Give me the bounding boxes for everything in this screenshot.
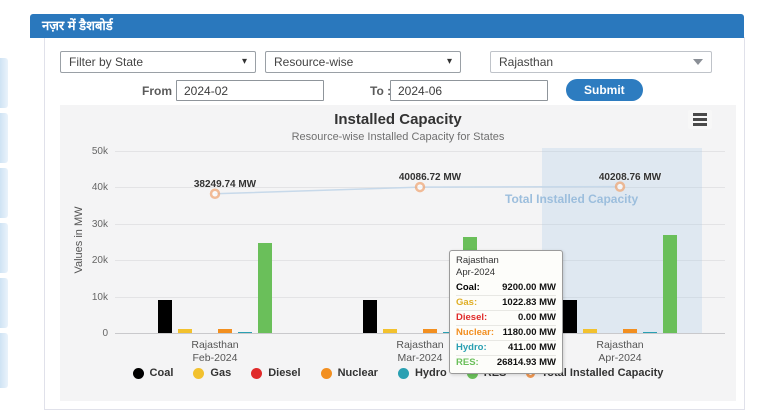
total-point-label: 38249.74 MW bbox=[194, 179, 256, 190]
legend-label: Coal bbox=[150, 367, 174, 379]
legend-marker-icon bbox=[467, 368, 478, 379]
total-series-label: Total Installed Capacity bbox=[505, 192, 638, 206]
resource-filter-value: Resource-wise bbox=[274, 52, 353, 72]
legend-label: Diesel bbox=[268, 367, 300, 379]
sidebar-item-partial[interactable] bbox=[0, 113, 8, 163]
selected-state-value: Rajasthan bbox=[499, 52, 553, 72]
sidebar-item-partial[interactable] bbox=[0, 278, 8, 328]
legend-item-diesel[interactable]: Diesel bbox=[251, 367, 300, 379]
sidebar-item-partial[interactable] bbox=[0, 333, 8, 388]
from-date-input[interactable] bbox=[176, 80, 324, 101]
legend-marker-icon bbox=[133, 368, 144, 379]
legend-item-coal[interactable]: Coal bbox=[133, 367, 174, 379]
legend-item-total-installed-capacity[interactable]: Total Installed Capacity bbox=[526, 367, 663, 379]
total-capacity-point[interactable] bbox=[616, 183, 624, 191]
total-capacity-point[interactable] bbox=[211, 190, 219, 198]
legend-label: Total Installed Capacity bbox=[541, 367, 663, 379]
legend-ring-icon bbox=[526, 369, 535, 378]
legend-marker-icon bbox=[398, 368, 409, 379]
sidebar-item-partial[interactable] bbox=[0, 58, 8, 108]
submit-button[interactable]: Submit bbox=[566, 79, 643, 101]
sidebar-item-partial[interactable] bbox=[0, 168, 8, 218]
legend-item-hydro[interactable]: Hydro bbox=[398, 367, 447, 379]
state-filter-value: Filter by State bbox=[69, 52, 143, 72]
legend-label: Hydro bbox=[415, 367, 447, 379]
legend-item-nuclear[interactable]: Nuclear bbox=[321, 367, 378, 379]
legend-marker-icon bbox=[321, 368, 332, 379]
page-title: नज़र में डैशबोर्ड bbox=[30, 14, 744, 38]
chart-legend: Coal Gas Diesel Nuclear Hydro RES Total Instal… bbox=[60, 367, 736, 379]
installed-capacity-chart: Installed Capacity Resource-wise Install… bbox=[60, 105, 736, 401]
from-label: From : bbox=[142, 84, 179, 98]
legend-marker-icon bbox=[193, 368, 204, 379]
state-filter-select[interactable]: Filter by State ▾ bbox=[60, 51, 256, 73]
total-point-label: 40086.72 MW bbox=[399, 172, 461, 183]
chevron-down-icon bbox=[693, 59, 703, 65]
sidebar-item-partial[interactable] bbox=[0, 223, 8, 273]
legend-label: Nuclear bbox=[338, 367, 378, 379]
total-point-label: 40208.76 MW bbox=[599, 172, 661, 183]
resource-filter-select[interactable]: Resource-wise ▾ bbox=[265, 51, 461, 73]
total-capacity-point[interactable] bbox=[416, 183, 424, 191]
to-date-input[interactable] bbox=[390, 80, 548, 101]
legend-label: RES bbox=[484, 367, 507, 379]
chevron-down-icon: ▾ bbox=[447, 52, 452, 72]
chevron-down-icon: ▾ bbox=[242, 52, 247, 72]
legend-marker-icon bbox=[251, 368, 262, 379]
selected-state-select[interactable]: Rajasthan bbox=[490, 51, 712, 73]
total-capacity-line bbox=[60, 105, 736, 401]
legend-item-res[interactable]: RES bbox=[467, 367, 507, 379]
legend-label: Gas bbox=[210, 367, 231, 379]
dashboard-page: नज़र में डैशबोर्ड Filter by State ▾ Reso… bbox=[0, 0, 780, 420]
to-label: To : bbox=[370, 84, 391, 98]
legend-item-gas[interactable]: Gas bbox=[193, 367, 231, 379]
